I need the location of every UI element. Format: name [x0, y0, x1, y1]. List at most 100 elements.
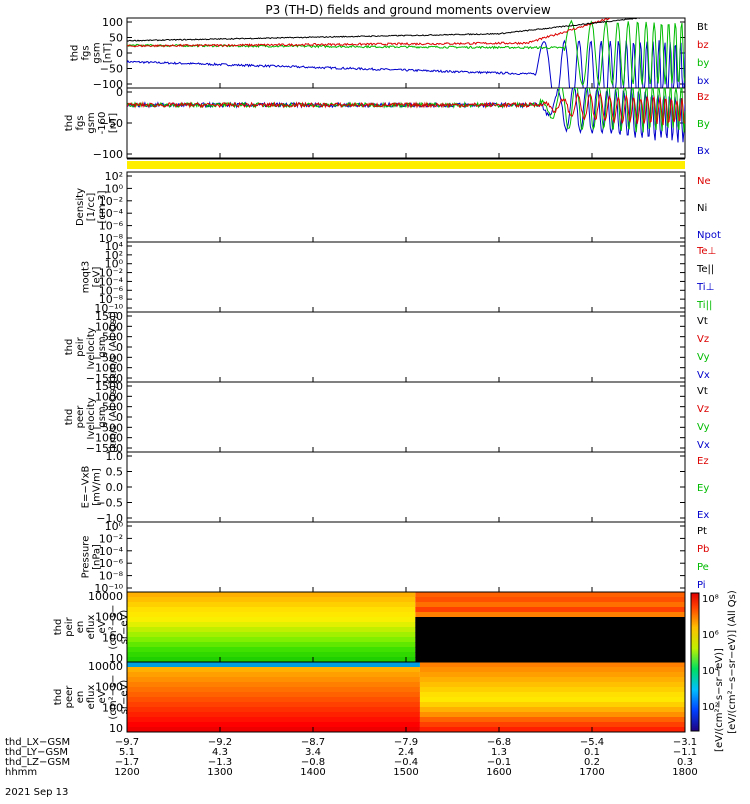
panel-frame — [126, 311, 686, 383]
xrow-value: 0.2 — [584, 757, 600, 768]
spectrogram-peer_spec — [127, 662, 685, 733]
spec-cell — [127, 692, 420, 698]
colorbar-label: [eV/(cm²−s−sr−eV)] — [714, 648, 725, 752]
ytick-label: −100 — [93, 78, 123, 91]
spec-cell — [419, 672, 685, 678]
ytick-label: −500 — [93, 421, 123, 434]
series-bz — [127, 92, 685, 126]
panel-frame — [126, 521, 686, 593]
spec-cell — [419, 692, 685, 698]
spec-cell — [415, 642, 685, 648]
ylabel-line: (cm²−s− — [108, 674, 119, 719]
xrow-value: 1300 — [207, 767, 232, 778]
spec-cell — [127, 642, 416, 648]
ytick-label: 10000 — [88, 590, 123, 603]
legend-vy: Vy — [697, 352, 710, 363]
spec-cell — [127, 597, 416, 603]
legend-vy: Vy — [697, 422, 710, 433]
panel-pressure-ylabel: Pressure [nPa] — [81, 536, 103, 579]
spec-cell — [127, 592, 416, 598]
xrow-value: −6.8 — [487, 737, 511, 748]
xrow-value: −8.7 — [301, 737, 325, 748]
spec-cell — [419, 662, 685, 668]
ylabel-line: moqt3 — [81, 261, 92, 294]
colorbar-tick: 10⁶ — [702, 630, 719, 641]
legend-ez: Ez — [697, 456, 709, 467]
ylabel-line: thd — [64, 339, 75, 356]
ytick-label: 10⁻¹⁰ — [94, 302, 123, 315]
ylabel-line: [cm-3] — [97, 190, 108, 223]
spec-cell — [127, 712, 420, 718]
xrow-value: 1400 — [300, 767, 325, 778]
colorbar-group: 10⁸ 10⁶ 10⁴ 10² [eV/(cm²−s−sr−eV)] (All Qs)[… — [690, 590, 738, 752]
panel-peir_spec-ylabel: thd peir en eflux eV (cm²−s− sr−eV) — [53, 604, 130, 649]
spec-cell — [415, 622, 685, 628]
panel-density: Density [1/cc] [cm-3] 10²10⁰10⁻²10⁻⁴10⁻⁶10⁻… — [75, 170, 721, 245]
ytick-label: −1500 — [86, 372, 123, 385]
xrow-value: −5.4 — [580, 737, 604, 748]
ytick-label: 500 — [102, 401, 123, 414]
xrow-value: 4.3 — [212, 747, 228, 758]
ytick-label: 10⁰ — [105, 258, 124, 271]
legend-vx: Vx — [697, 370, 710, 381]
ytick-label: 10⁻² — [99, 195, 123, 208]
ylabel-line: thd — [53, 619, 64, 636]
ytick-label: 10 — [109, 722, 123, 735]
spec-cell — [127, 687, 420, 693]
xrow-value: 1600 — [486, 767, 511, 778]
panel-fgs_detrend: thd fgs gsm -160 [nT] 0 −50 −100 Bz By Bx — [64, 86, 710, 161]
spec-cell — [415, 647, 685, 653]
ytick-label: 10⁻⁶ — [99, 284, 124, 297]
ytick-label: 1000 — [95, 320, 123, 333]
xrow-value: −1.1 — [673, 747, 697, 758]
ylabel-line: en — [75, 691, 86, 704]
panel-frame — [126, 17, 686, 89]
ylabel-line: peer — [75, 405, 86, 429]
ytick-label: 500 — [102, 331, 123, 344]
ylabel-line: sr−eV) — [119, 610, 130, 645]
ytick-label: 10 — [109, 652, 123, 665]
legend-by: by — [697, 58, 709, 69]
ylabel-line: [nPa] — [92, 544, 103, 570]
spec-cell — [419, 682, 685, 688]
ytick-label: 10² — [105, 249, 123, 262]
panel-peer_spec-ylabel: thd peer en eflux eV (cm²−s− sr−eV) — [53, 674, 130, 719]
xrow-value: 5.1 — [119, 747, 135, 758]
spec-cell — [419, 667, 685, 673]
spec-cell — [415, 597, 685, 603]
legend-by: By — [697, 119, 710, 130]
ylabel-line: [km/s (All Qs)] — [108, 381, 119, 453]
ytick-label: 10⁻⁶ — [99, 220, 124, 233]
spec-cell — [127, 602, 416, 608]
x-axis-labels: thd_LX−GSM −9.7 −9.2 −8.7 −7.9 −6.8 −5.4 −3.1 th… — [5, 737, 698, 798]
ytick-label: 1000 — [95, 611, 123, 624]
legend-npot: Npot — [697, 230, 721, 241]
ylabel-line: [nT] — [108, 113, 119, 133]
ylabel-line: eflux — [86, 615, 97, 640]
ylabel-line: (cm²−s− — [108, 604, 119, 649]
ytick-label: 10⁻⁴ — [99, 207, 124, 220]
legend-ey: Ey — [697, 483, 709, 494]
legend-te||: Te|| — [696, 264, 714, 275]
ylabel-line: thd — [64, 409, 75, 426]
ytick-label: 100 — [102, 16, 123, 29]
ytick-label: 10⁻⁶ — [99, 557, 124, 570]
spec-cell — [127, 727, 420, 733]
panel-density-ylabel: Density [1/cc] [cm-3] — [75, 188, 108, 226]
spec-cell — [127, 707, 420, 713]
colorbar — [690, 592, 700, 732]
spec-cell — [415, 652, 685, 658]
colorbar-tick: 10² — [702, 702, 719, 713]
spec-cell — [419, 707, 685, 713]
spec-cell — [419, 712, 685, 718]
legend-pe: Pe — [697, 562, 709, 573]
ytick-label: 10⁻⁴ — [99, 275, 124, 288]
panel-frame — [126, 451, 686, 523]
spec-cell — [415, 627, 685, 633]
ytick-label: −500 — [93, 351, 123, 364]
spec-cell — [127, 697, 420, 703]
ytick-label: −100 — [93, 148, 123, 161]
spec-cell — [127, 617, 416, 623]
